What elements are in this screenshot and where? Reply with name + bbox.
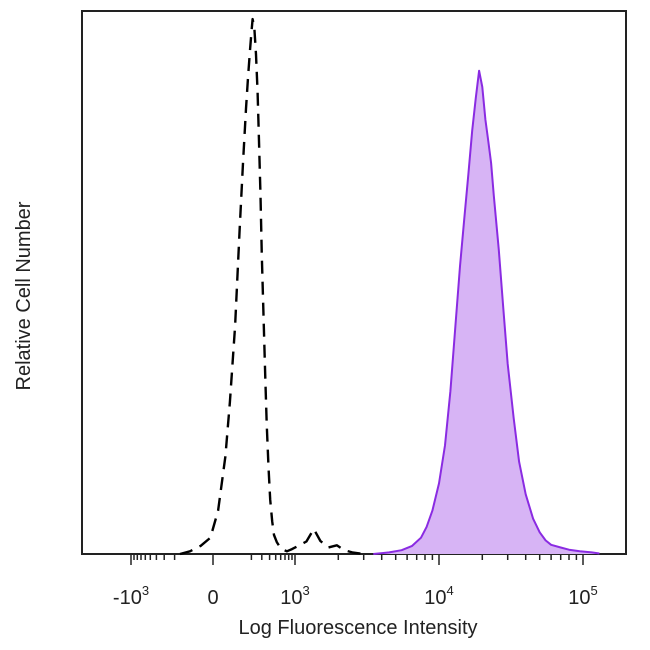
x-tick-label: 104 — [424, 583, 453, 609]
series-1-line — [373, 69, 600, 555]
series-0-line — [179, 17, 364, 556]
y-axis-title: Relative Cell Number — [13, 201, 35, 390]
x-tick-label: 0 — [207, 587, 218, 609]
series-1-area — [373, 70, 600, 554]
plot-frame — [81, 10, 627, 555]
x-tick-label: 105 — [568, 583, 597, 609]
x-tick-label: -103 — [113, 583, 149, 609]
x-axis-title: Log Fluorescence Intensity — [238, 617, 477, 639]
x-tick-label: 103 — [280, 583, 309, 609]
